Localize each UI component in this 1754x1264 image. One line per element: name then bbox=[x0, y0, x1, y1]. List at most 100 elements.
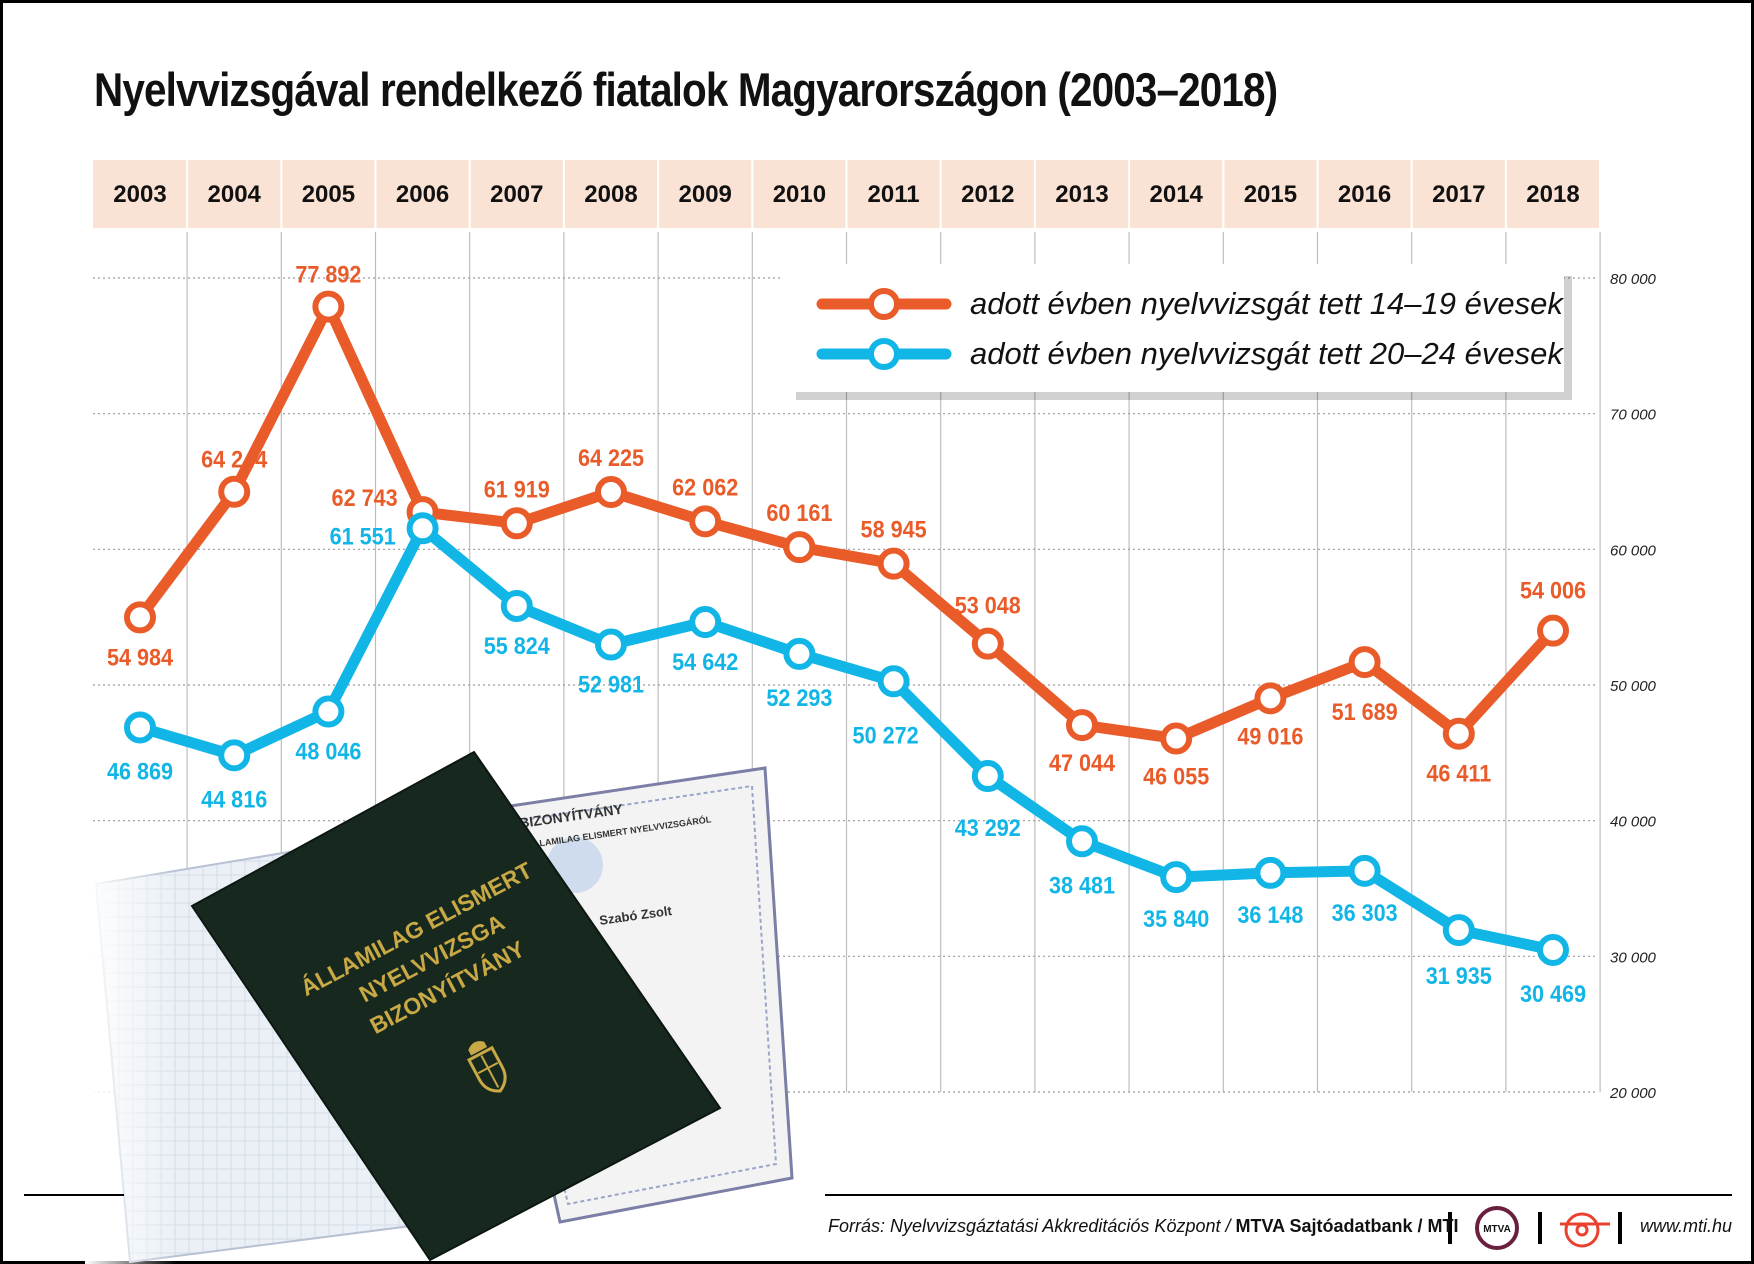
data-point bbox=[124, 601, 156, 634]
x-tick-label: 2006 bbox=[396, 181, 449, 208]
x-tick-label: 2008 bbox=[584, 181, 637, 208]
website-link[interactable]: www.mti.hu bbox=[1640, 1216, 1733, 1236]
series-line bbox=[134, 522, 1559, 956]
data-point bbox=[877, 547, 910, 580]
certificate-photo: BIZONYÍTVÁNY ÁLLAMILAG ELISMERT NYELVVIZ… bbox=[85, 750, 794, 1264]
data-point bbox=[783, 531, 816, 564]
data-point bbox=[783, 637, 816, 670]
data-label: 47 044 bbox=[1049, 749, 1115, 776]
data-label: 54 984 bbox=[107, 643, 173, 670]
series-20-24 bbox=[124, 512, 1569, 966]
y-tick-label: 70 000 bbox=[1610, 407, 1657, 424]
source-credit: Forrás: Nyelvvizsgáztatási Akkreditációs… bbox=[828, 1216, 1459, 1237]
data-label: 51 689 bbox=[1332, 698, 1398, 725]
data-label: 36 303 bbox=[1332, 899, 1398, 926]
data-label: 64 225 bbox=[578, 444, 644, 471]
y-tick-label: 20 000 bbox=[1609, 1085, 1657, 1102]
data-point bbox=[971, 627, 1004, 660]
x-tick-label: 2012 bbox=[961, 181, 1014, 208]
data-label: 77 892 bbox=[295, 261, 361, 288]
data-point bbox=[218, 739, 251, 772]
data-label: 54 006 bbox=[1520, 577, 1586, 604]
legend-label: adott évben nyelvvizsgát tett 20–24 éves… bbox=[970, 336, 1564, 371]
svg-text:MTVA: MTVA bbox=[1483, 1224, 1511, 1235]
data-point bbox=[406, 512, 439, 545]
data-label: 46 411 bbox=[1426, 760, 1491, 787]
series-14-19 bbox=[124, 290, 1569, 755]
data-label: 46 055 bbox=[1143, 762, 1209, 789]
x-tick-label: 2007 bbox=[490, 181, 543, 208]
x-tick-label: 2014 bbox=[1150, 181, 1204, 208]
data-point bbox=[312, 290, 345, 323]
data-label: 35 840 bbox=[1143, 905, 1209, 932]
data-point bbox=[595, 628, 627, 661]
data-label: 61 919 bbox=[484, 475, 550, 502]
legend-marker bbox=[868, 288, 900, 320]
data-label: 44 816 bbox=[201, 785, 267, 812]
y-tick-label: 60 000 bbox=[1610, 542, 1657, 559]
data-label: 61 551 bbox=[330, 522, 396, 549]
y-tick-label: 80 000 bbox=[1610, 271, 1657, 288]
data-point bbox=[312, 695, 345, 728]
data-label: 36 148 bbox=[1237, 901, 1303, 928]
x-tick-label: 2018 bbox=[1526, 181, 1579, 208]
data-label: 64 244 bbox=[201, 446, 267, 473]
data-point bbox=[1348, 854, 1381, 887]
data-point bbox=[877, 665, 910, 698]
chart-title: Nyelvvizsgával rendelkező fiatalok Magya… bbox=[94, 63, 1278, 116]
data-point bbox=[1348, 646, 1381, 679]
data-point bbox=[1254, 856, 1287, 889]
data-label: 31 935 bbox=[1426, 962, 1492, 989]
x-tick-label: 2003 bbox=[113, 181, 166, 208]
data-label: 38 481 bbox=[1049, 871, 1115, 898]
legend-box bbox=[782, 264, 1564, 392]
data-point bbox=[218, 475, 251, 508]
data-point bbox=[500, 589, 533, 622]
source-org: MTVA Sajtóadatbank / MTI bbox=[1235, 1216, 1459, 1236]
data-point bbox=[1160, 861, 1193, 894]
data-label: 46 869 bbox=[107, 757, 173, 784]
data-label: 49 016 bbox=[1237, 722, 1303, 749]
x-tick-label: 2004 bbox=[208, 181, 262, 208]
y-tick-label: 50 000 bbox=[1610, 678, 1657, 695]
data-label: 52 981 bbox=[578, 670, 644, 697]
y-tick-label: 30 000 bbox=[1610, 949, 1657, 966]
data-label: 53 048 bbox=[955, 592, 1021, 619]
legend-marker bbox=[868, 338, 900, 370]
data-label: 62 743 bbox=[332, 484, 398, 511]
mtva-logo-icon: MTVA bbox=[1475, 1206, 1519, 1250]
x-tick-label: 2016 bbox=[1338, 181, 1391, 208]
data-point bbox=[1537, 933, 1569, 966]
data-point bbox=[500, 507, 533, 540]
data-label: 58 945 bbox=[861, 516, 927, 543]
x-tick-label: 2011 bbox=[868, 181, 920, 208]
legend: adott évben nyelvvizsgát tett 14–19 éves… bbox=[782, 264, 1572, 400]
year-header-band: 2003 2004 2005 2006 2007 2008 2009 2010 2011 2012… bbox=[93, 160, 1599, 228]
y-tick-label: 40 000 bbox=[1610, 814, 1657, 831]
data-labels: 54 984 64 244 77 892 62 743 61 919 64 225 62 0… bbox=[107, 261, 1586, 1008]
data-point bbox=[1160, 722, 1193, 755]
x-tick-label: 2013 bbox=[1055, 181, 1108, 208]
data-point bbox=[689, 505, 722, 538]
data-point bbox=[689, 606, 722, 639]
data-label: 55 824 bbox=[484, 632, 550, 659]
data-point bbox=[1442, 717, 1475, 750]
data-label: 50 272 bbox=[853, 721, 919, 748]
data-label: 30 469 bbox=[1520, 980, 1586, 1007]
data-point bbox=[1066, 709, 1098, 742]
source-label: Forrás: Nyelvvizsgáztatási Akkreditációs… bbox=[828, 1216, 1236, 1236]
mti-logo-icon bbox=[1560, 1212, 1610, 1248]
x-tick-label: 2010 bbox=[773, 181, 826, 208]
data-label: 52 293 bbox=[766, 684, 832, 711]
legend-label: adott évben nyelvvizsgát tett 14–19 éves… bbox=[970, 286, 1564, 321]
data-point bbox=[595, 476, 627, 509]
data-point bbox=[1442, 914, 1475, 947]
data-label: 60 161 bbox=[766, 499, 832, 526]
data-point bbox=[1254, 682, 1287, 715]
data-point bbox=[1066, 825, 1098, 858]
y-axis-ticks: 20 000 30 000 40 000 50 000 60 000 70 000 80 0… bbox=[1609, 271, 1657, 1102]
data-point bbox=[124, 711, 156, 744]
series-line bbox=[134, 301, 1559, 745]
